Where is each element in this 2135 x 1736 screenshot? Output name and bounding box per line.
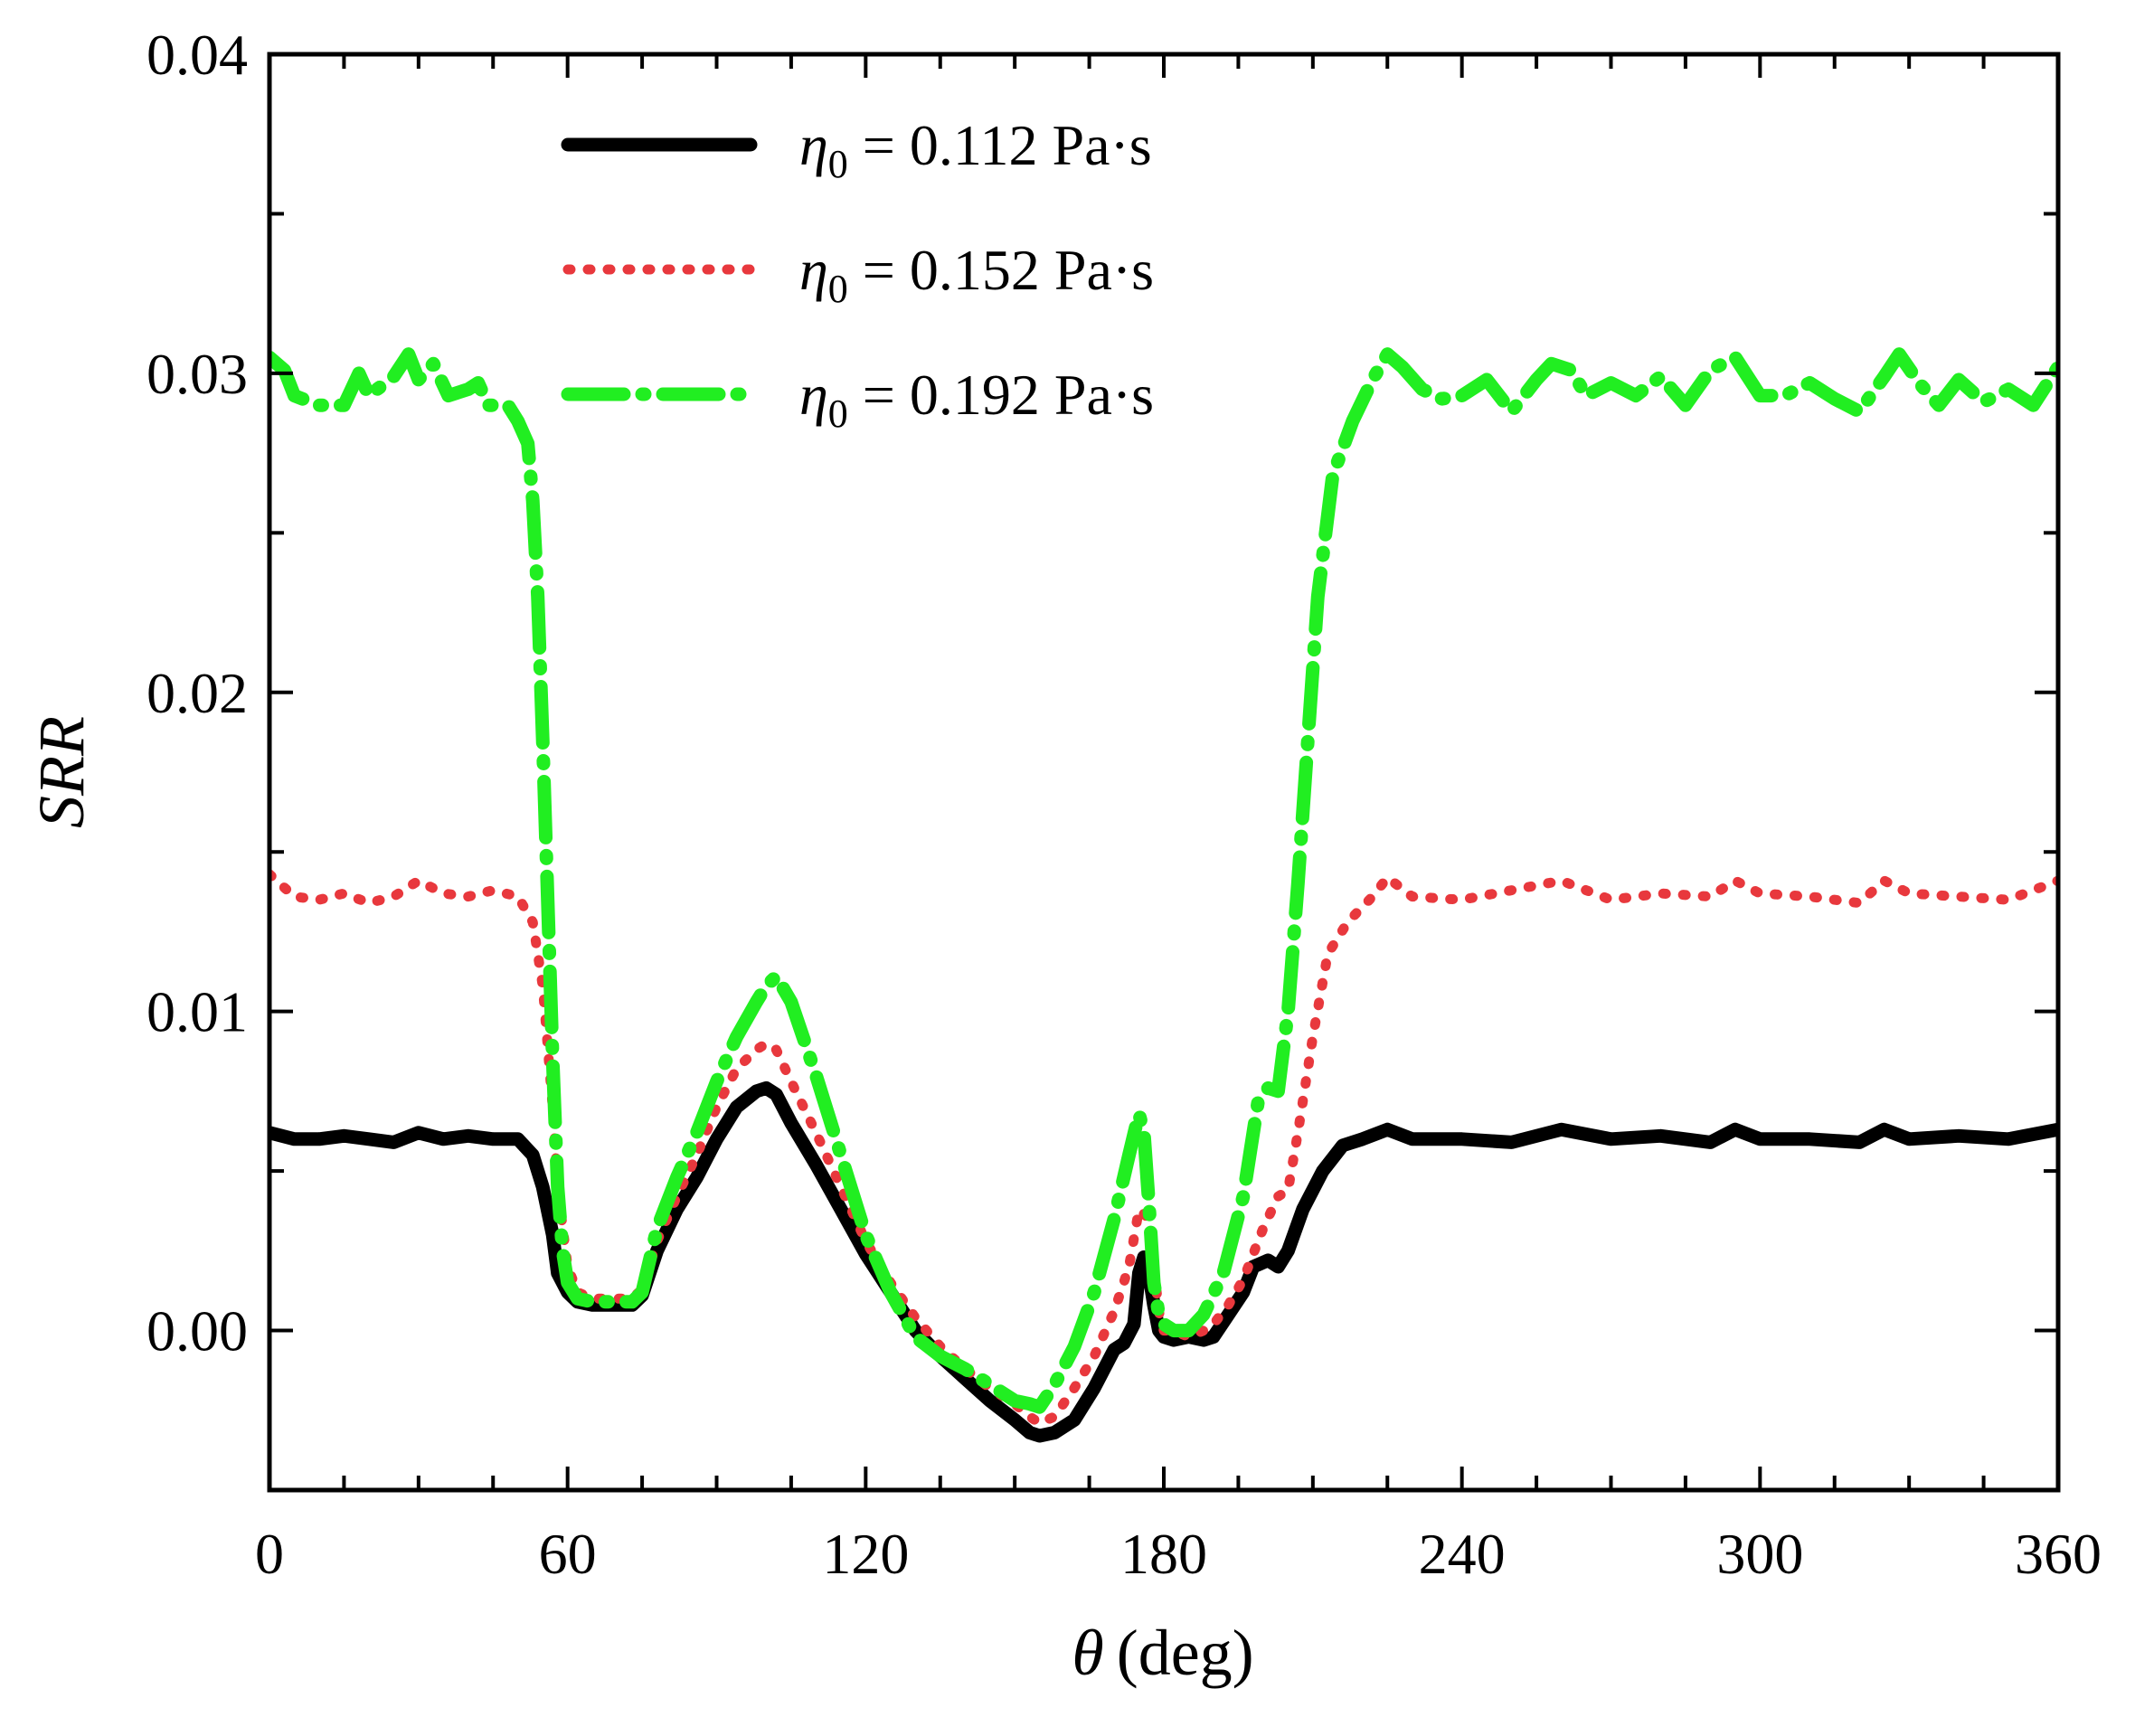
legend-value: = 0.192 Pa·s — [848, 363, 1154, 427]
legend: η0 = 0.112 Pa·sη0 = 0.152 Pa·sη0 = 0.192… — [561, 113, 1154, 436]
ticks-layer — [268, 52, 2060, 1492]
legend-item-2: η0 = 0.152 Pa·s — [562, 238, 1154, 311]
x-tick-label: 0 — [255, 1522, 284, 1586]
legend-symbol: η — [799, 238, 828, 302]
x-tick-label: 60 — [539, 1522, 597, 1586]
series-line-2 — [269, 869, 2058, 1429]
y-tick-label: 0.02 — [146, 661, 248, 725]
legend-item-1: η0 = 0.112 Pa·s — [561, 113, 1152, 186]
y-tick-label: 0.00 — [146, 1299, 248, 1363]
legend-label: η0 = 0.192 Pa·s — [799, 363, 1154, 436]
legend-label: η0 = 0.152 Pa·s — [799, 238, 1154, 311]
x-tick-label: 360 — [2015, 1522, 2102, 1586]
legend-value: = 0.152 Pa·s — [848, 238, 1154, 302]
y-axis-title: SRR — [25, 716, 98, 828]
series-line-1 — [269, 1080, 2058, 1443]
x-tick-label: 240 — [1419, 1522, 1506, 1586]
y-tick-label: 0.04 — [146, 23, 248, 87]
x-axis-symbol: θ — [1072, 1617, 1103, 1689]
legend-label: η0 = 0.112 Pa·s — [799, 113, 1152, 186]
series-layer — [269, 347, 2058, 1443]
plot-frame — [267, 52, 2061, 1493]
legend-subscript: 0 — [828, 142, 848, 186]
y-tick-label: 0.03 — [146, 342, 248, 406]
legend-subscript: 0 — [828, 392, 848, 436]
x-tick-label: 120 — [822, 1522, 909, 1586]
tick-labels-layer: 0 60 120 180 240 300 360 0.00 0.01 0.02 0.03 0.04 — [146, 23, 2102, 1586]
legend-symbol: η — [799, 113, 828, 177]
x-axis-unit: (deg) — [1117, 1617, 1254, 1689]
legend-symbol: η — [799, 363, 828, 427]
series-line-3 — [269, 347, 2058, 1414]
x-tick-label: 180 — [1120, 1522, 1207, 1586]
legend-item-3: η0 = 0.192 Pa·s — [561, 363, 1154, 436]
x-tick-label: 300 — [1716, 1522, 1803, 1586]
legend-value: = 0.112 Pa·s — [848, 113, 1152, 177]
legend-subscript: 0 — [828, 267, 848, 311]
y-tick-label: 0.01 — [146, 980, 248, 1044]
x-axis-title: θ (deg) — [1072, 1617, 1253, 1689]
